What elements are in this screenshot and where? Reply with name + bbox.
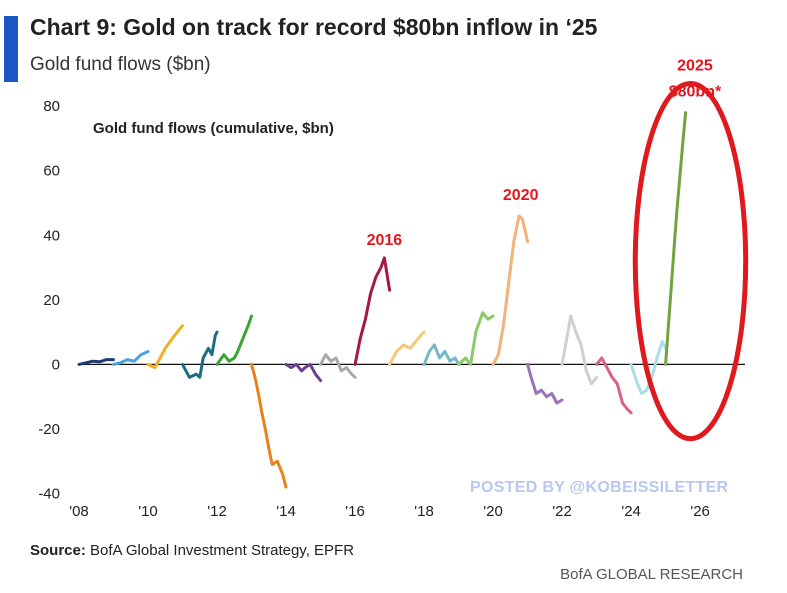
chart-title: Chart 9: Gold on track for record $80bn … bbox=[30, 14, 598, 40]
y-axis-label: Gold fund flows (cumulative, $bn) bbox=[93, 120, 334, 137]
x-tick-label: '26 bbox=[690, 503, 710, 520]
series-line-2020 bbox=[491, 214, 530, 366]
title-accent-bar bbox=[4, 16, 18, 82]
x-tick-label: '08 bbox=[69, 503, 89, 520]
x-tick-label: '22 bbox=[552, 503, 572, 520]
x-tick-label: '20 bbox=[483, 503, 503, 520]
series-line-2013 bbox=[250, 362, 288, 489]
source-note: Source: BofA Global Investment Strategy,… bbox=[30, 542, 354, 559]
y-tick-label: -20 bbox=[38, 421, 60, 438]
x-tick-label: '18 bbox=[414, 503, 434, 520]
series-line-2018 bbox=[422, 343, 461, 366]
annotation-label: 2025 bbox=[677, 58, 713, 75]
annotation-label: 2016 bbox=[367, 232, 403, 249]
y-tick-label: 0 bbox=[52, 356, 60, 373]
series-line-2019 bbox=[457, 311, 495, 366]
series-line-2025 bbox=[664, 111, 688, 366]
series-line-2021 bbox=[526, 362, 564, 405]
series-line-2012 bbox=[215, 314, 253, 366]
chart-subtitle: Gold fund flows ($bn) bbox=[30, 54, 211, 75]
annotation-label: 2020 bbox=[503, 187, 539, 204]
y-tick-label: 20 bbox=[43, 292, 60, 309]
y-tick-label: 40 bbox=[43, 227, 60, 244]
highlight-ellipse bbox=[632, 81, 749, 442]
y-tick-label: 60 bbox=[43, 163, 60, 180]
series-line-2008 bbox=[77, 358, 115, 366]
x-tick-label: '16 bbox=[345, 503, 365, 520]
series-line-2022 bbox=[560, 314, 599, 386]
annotation-label: $80bn* bbox=[669, 83, 722, 100]
series-line-2009 bbox=[112, 350, 150, 366]
brand-label: BofA GLOBAL RESEARCH bbox=[560, 566, 743, 583]
series-line-2016 bbox=[353, 256, 392, 366]
x-tick-label: '14 bbox=[276, 503, 296, 520]
series-line-2014 bbox=[284, 362, 323, 383]
x-tick-label: '24 bbox=[621, 503, 641, 520]
x-tick-label: '10 bbox=[138, 503, 158, 520]
y-tick-label: -40 bbox=[38, 486, 60, 503]
source-text: BofA Global Investment Strategy, EPFR bbox=[85, 542, 355, 559]
series-line-2017 bbox=[388, 330, 426, 366]
y-tick-label: 80 bbox=[43, 98, 60, 115]
series-line-2023 bbox=[595, 356, 633, 415]
series-line-2010 bbox=[146, 324, 184, 370]
series-line-2015 bbox=[319, 353, 357, 379]
watermark: POSTED BY @KOBEISSILETTER bbox=[470, 479, 729, 496]
source-label: Source: bbox=[30, 542, 86, 559]
series-line-2011 bbox=[181, 330, 219, 379]
x-tick-label: '12 bbox=[207, 503, 227, 520]
